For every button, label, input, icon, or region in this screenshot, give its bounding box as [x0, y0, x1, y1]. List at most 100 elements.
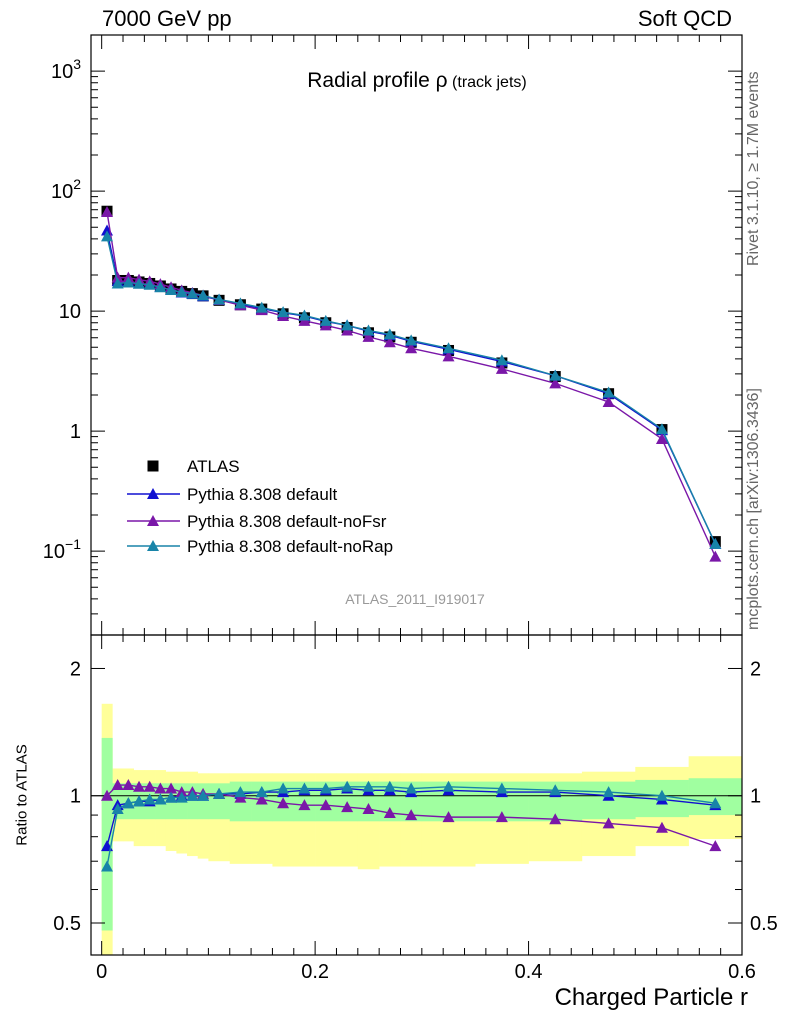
ratio-point-noFsr	[549, 813, 562, 825]
ratio-point-noRap	[175, 791, 188, 803]
ratio-point-noRap	[234, 786, 247, 798]
data-point-noRap	[655, 423, 668, 435]
legend-label-noFsr: Pythia 8.308 default-noFsr	[187, 512, 387, 531]
ratio-point-noRap	[101, 860, 114, 872]
ratio-point-noRap	[709, 797, 722, 809]
data-point-noRap	[111, 277, 124, 289]
ratio-point-noFsr	[442, 811, 455, 823]
data-point-noRap	[133, 277, 146, 289]
legend: ATLAS Pythia 8.308 default Pythia 8.308 de…	[127, 457, 393, 556]
ratio-band-inner	[187, 783, 199, 820]
data-point-noRap	[442, 342, 455, 354]
ratio-y-tick-label-right: 2	[750, 658, 761, 680]
header-energy-label: 7000 GeV pp	[102, 6, 232, 31]
data-point-noRap	[143, 278, 156, 290]
ratio-point-noRap	[122, 797, 135, 809]
ratio-point-noFsr	[101, 789, 114, 801]
analysis-watermark: ATLAS_2011_I919017	[345, 591, 485, 607]
ratio-point-noFsr	[255, 793, 268, 805]
ratio-point-noRap	[495, 782, 508, 794]
data-point-noRap	[197, 289, 210, 301]
data-point-noFsr	[495, 362, 508, 374]
x-tick-label: 0	[96, 961, 107, 983]
ratio-point-noFsr	[111, 779, 124, 791]
legend-marker-noRap	[147, 540, 159, 551]
data-point-noRap	[154, 281, 167, 293]
ratio-point-noRap	[133, 795, 146, 807]
data-point-noRap	[495, 354, 508, 366]
ratio-point-noFsr	[341, 801, 354, 813]
ratio-series-noRap	[101, 780, 722, 872]
data-point-noRap	[165, 283, 178, 295]
ratio-point-noRap	[154, 793, 167, 805]
data-point-noFsr	[602, 395, 615, 407]
y-tick-label: 102	[51, 176, 81, 203]
data-point-noRap	[101, 230, 114, 242]
data-point-noRap	[234, 297, 247, 309]
data-point-noFsr	[383, 336, 396, 348]
ratio-point-noFsr	[165, 782, 178, 794]
legend-marker-noFsr	[147, 515, 159, 526]
ratio-plot-frame	[90, 634, 743, 956]
data-point-noFsr	[101, 205, 114, 217]
data-point-noFsr	[549, 377, 562, 389]
data-point-noFsr	[362, 330, 375, 342]
header-process-label: Soft QCD	[637, 6, 732, 31]
ratio-point-noFsr	[143, 780, 156, 792]
x-axis-label: Charged Particle r	[554, 984, 748, 1011]
data-point-noFsr	[405, 342, 418, 354]
ratio-point-noFsr	[655, 821, 668, 833]
ratio-point-noRap	[255, 786, 268, 798]
ratio-point-noFsr	[277, 797, 290, 809]
ratio-point-noRap	[213, 787, 226, 799]
ratio-point-noRap	[383, 780, 396, 792]
data-point-noRap	[186, 287, 199, 299]
x-tick-label: 0.2	[301, 961, 329, 983]
data-point-noFsr	[655, 432, 668, 444]
ratio-point-noFsr	[298, 799, 311, 811]
legend-marker-data	[147, 460, 159, 472]
data-point-noRap	[298, 309, 311, 321]
ratio-band-inner	[197, 783, 209, 820]
ratio-point-noRap	[143, 793, 156, 805]
ratio-point-noFsr	[154, 782, 167, 794]
ratio-y-tick-label: 2	[70, 658, 81, 680]
data-point-noRap	[405, 334, 418, 346]
ratio-point-noRap	[442, 780, 455, 792]
legend-label-default: Pythia 8.308 default	[187, 485, 338, 504]
data-point-noRap	[255, 301, 268, 313]
data-point-noRap	[362, 324, 375, 336]
ratio-band-inner	[208, 783, 231, 820]
y-tick-label: 10−1	[43, 536, 81, 563]
series-noFsr	[101, 205, 722, 562]
ratio-point-noRap	[341, 780, 354, 792]
data-point-noRap	[277, 306, 290, 318]
x-tick-label: 0.6	[728, 961, 756, 983]
plot-title: Radial profile ρ (track jets)	[307, 69, 526, 92]
ratio-point-noRap	[111, 803, 124, 815]
ratio-point-noRap	[319, 782, 332, 794]
data-point-noRap	[319, 314, 332, 326]
ratio-point-noFsr	[362, 803, 375, 815]
ratio-band-inner	[101, 737, 113, 931]
ratio-y-tick-label-right: 0.5	[750, 913, 778, 935]
ratio-point-noFsr	[383, 807, 396, 819]
data-point-noFsr	[709, 550, 722, 562]
y-tick-label: 10	[59, 301, 81, 323]
ratio-point-noRap	[165, 791, 178, 803]
ratio-y-tick-label-right: 1	[750, 786, 761, 808]
data-point-noRap	[602, 386, 615, 398]
y-tick-label: 1	[70, 421, 81, 443]
y-tick-label: 103	[51, 56, 81, 83]
ratio-y-tick-label: 1	[70, 786, 81, 808]
ratio-point-noRap	[549, 784, 562, 796]
ratio-point-noRap	[277, 782, 290, 794]
data-point-noRap	[341, 319, 354, 331]
ratio-point-noFsr	[133, 780, 146, 792]
ratio-y-tick-label: 0.5	[53, 913, 81, 935]
ratio-point-noRap	[405, 782, 418, 794]
ratio-point-noFsr	[122, 779, 135, 791]
data-point-noFsr	[111, 271, 124, 283]
legend-marker-default	[147, 488, 159, 499]
